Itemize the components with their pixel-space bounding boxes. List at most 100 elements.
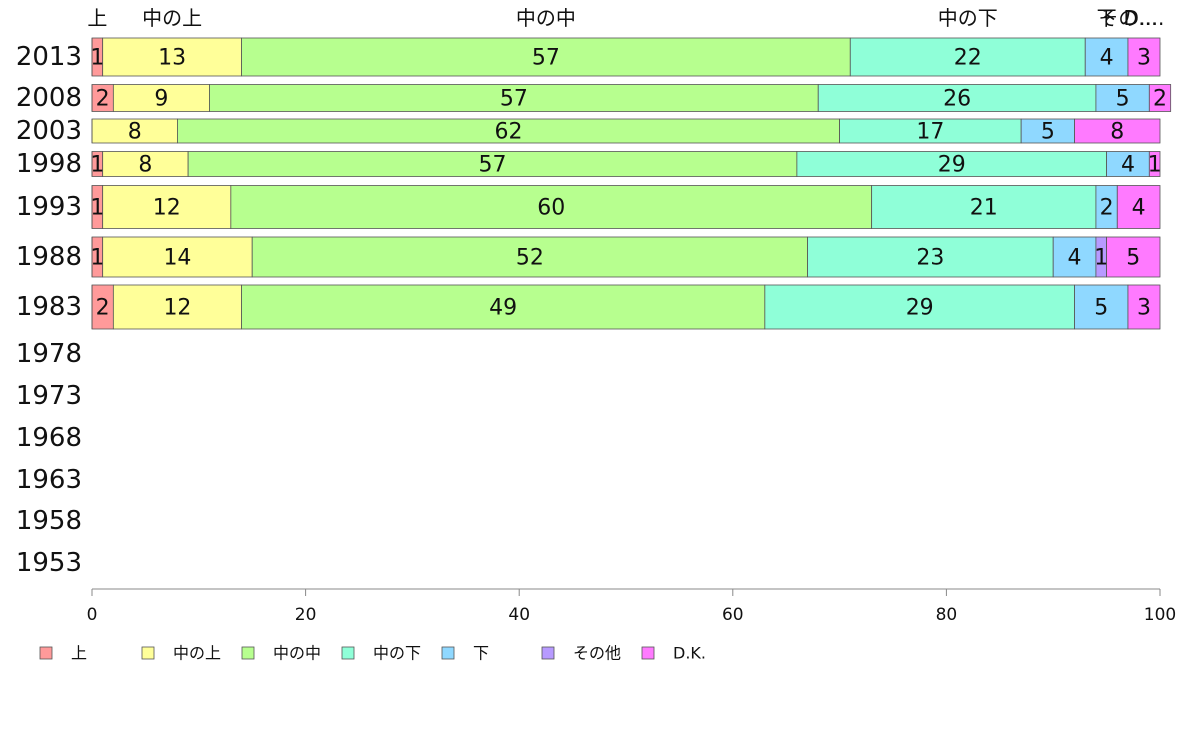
legend-swatch-0 (39, 646, 53, 660)
data-label-1988-4: 4 (1068, 246, 1082, 271)
data-label-2003-6: 8 (1110, 120, 1124, 145)
bar-2008-2 (209, 84, 819, 112)
top-label-4: 下 (1097, 6, 1117, 30)
data-label-2008-6: 2 (1153, 87, 1167, 112)
legend-swatch-3 (341, 646, 355, 660)
top-label-1: 中の上 (142, 6, 202, 30)
bar-2013-2 (241, 37, 851, 77)
top-label-3: 中の下 (938, 6, 998, 30)
bar-1998-2 (187, 151, 798, 177)
data-label-1988-3: 23 (916, 246, 944, 271)
bar-1998-1 (102, 151, 189, 177)
data-label-1998-6: 1 (1148, 153, 1162, 178)
data-label-1983-1: 12 (163, 296, 191, 321)
bar-1983-1 (112, 284, 242, 330)
y-tick-label-1968: 1968 (16, 423, 82, 453)
data-label-1983-4: 5 (1094, 296, 1108, 321)
y-tick-label-1983: 1983 (16, 292, 82, 322)
y-tick-label-1993: 1993 (16, 192, 82, 222)
bar-2013-3 (849, 37, 1086, 77)
bar-2003-1 (91, 118, 178, 144)
data-label-2013-4: 4 (1100, 46, 1114, 71)
legend-label-2: 中の中 (273, 644, 321, 663)
legend-swatch-5 (541, 646, 555, 660)
legend-label-3: 中の下 (373, 644, 421, 663)
data-label-1993-3: 21 (970, 196, 998, 221)
y-tick-label-1958: 1958 (16, 506, 82, 536)
data-label-1998-2: 57 (479, 153, 507, 178)
bar-1993-1 (102, 185, 232, 229)
bar-2008-3 (817, 84, 1097, 112)
data-label-2013-2: 57 (532, 46, 560, 71)
x-tick-label-80: 80 (936, 605, 958, 625)
legend-swatch-1 (141, 646, 155, 660)
bar-1998-3 (796, 151, 1108, 177)
data-label-1983-0: 2 (96, 296, 110, 321)
data-label-1993-0: 1 (90, 196, 104, 221)
data-label-2008-2: 57 (500, 87, 528, 112)
data-label-2013-3: 22 (954, 46, 982, 71)
bars: 1 13 57 22 4 32 9 57 26 5 28 62 17 5 81 8 57 29 4 11 12 60 21 2… (90, 37, 1172, 330)
x-tick-label-0: 0 (87, 605, 98, 625)
legend-label-4: 下 (473, 644, 489, 663)
top-label-2: 中の中 (516, 6, 576, 30)
data-label-1993-1: 12 (153, 196, 181, 221)
data-label-1993-6: 4 (1132, 196, 1146, 221)
bar-2008-4 (1095, 84, 1150, 112)
x-tick-label-40: 40 (508, 605, 530, 625)
legend-label-0: 上 (71, 644, 87, 663)
data-label-2013-0: 1 (90, 46, 104, 71)
data-label-1993-2: 60 (537, 196, 565, 221)
data-label-1993-4: 2 (1100, 196, 1114, 221)
bar-1993-2 (230, 185, 873, 229)
data-label-2003-1: 8 (128, 120, 142, 145)
legend-swatch-2 (241, 646, 255, 660)
bar-2013-1 (102, 37, 242, 77)
x-tick-label-60: 60 (722, 605, 744, 625)
data-label-1988-0: 1 (90, 246, 104, 271)
data-label-2008-1: 9 (154, 87, 168, 112)
bar-1993-6 (1116, 185, 1161, 229)
top-label-5: その... (1098, 6, 1157, 30)
data-label-1998-3: 29 (938, 153, 966, 178)
y-tick-label-1953: 1953 (16, 548, 82, 578)
y-tick-label-1998: 1998 (16, 149, 82, 179)
y-tick-label-1973: 1973 (16, 381, 82, 411)
bar-1983-4 (1074, 284, 1129, 330)
y-tick-label-2003: 2003 (16, 116, 82, 146)
data-label-2008-3: 26 (943, 87, 971, 112)
y-tick-label-1988: 1988 (16, 242, 82, 272)
bar-1983-2 (241, 284, 766, 330)
top-label-0: 上 (87, 6, 107, 30)
data-label-1983-3: 29 (906, 296, 934, 321)
y-tick-label-1978: 1978 (16, 339, 82, 369)
bar-1988-1 (102, 236, 253, 278)
data-label-2008-0: 2 (96, 87, 110, 112)
legend-swatch-4 (441, 646, 455, 660)
x-axis: 0 20 40 60 80 100 (87, 588, 1176, 625)
bar-1998-4 (1106, 151, 1150, 177)
data-label-1998-4: 4 (1121, 153, 1135, 178)
bar-1988-4 (1052, 236, 1097, 278)
bar-2008-6 (1148, 84, 1172, 112)
bar-2013-6 (1127, 37, 1161, 77)
bar-1983-6 (1127, 284, 1161, 330)
data-label-1988-2: 52 (516, 246, 544, 271)
data-label-2013-6: 3 (1137, 46, 1151, 71)
bar-2003-4 (1020, 118, 1075, 144)
bar-1988-6 (1106, 236, 1161, 278)
legend-swatch-6 (641, 646, 655, 660)
data-label-1988-5: 1 (1094, 246, 1108, 271)
y-tick-label-2008: 2008 (16, 83, 82, 113)
bar-1998-6 (1148, 151, 1161, 177)
data-label-2013-1: 13 (158, 46, 186, 71)
y-tick-label-2013: 2013 (16, 42, 82, 72)
top-label-6: D.... (1124, 6, 1165, 30)
bar-2003-3 (839, 118, 1022, 144)
legend-label-6: D.K. (673, 644, 706, 663)
y-tick-label-1963: 1963 (16, 465, 82, 495)
bar-1988-3 (807, 236, 1054, 278)
data-label-2003-4: 5 (1041, 120, 1055, 145)
